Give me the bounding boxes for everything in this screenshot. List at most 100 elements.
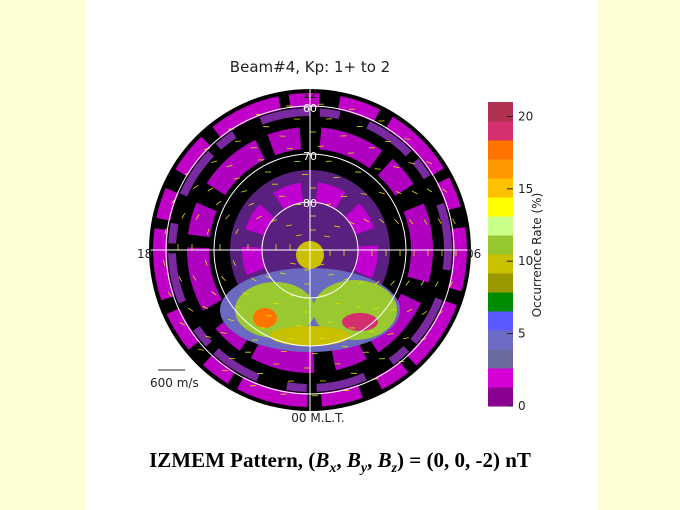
velocity-vector	[192, 184, 199, 189]
velocity-vector	[220, 331, 227, 334]
colorbar-tick-label: 15	[518, 182, 533, 196]
colorbar-bin	[488, 311, 513, 331]
velocity-vector	[178, 276, 183, 282]
velocity-vector	[387, 333, 394, 335]
velocity-vector	[256, 215, 262, 220]
colorbar-ticks: 0 5 10 15 20	[507, 109, 533, 413]
velocity-vector	[426, 161, 433, 165]
colorbar-bin	[488, 178, 513, 198]
velocity-vector	[406, 308, 413, 313]
velocity-vector	[452, 218, 456, 225]
lat-label-60: 60	[303, 102, 317, 115]
velocity-vector	[411, 190, 418, 195]
velocity-vector	[233, 177, 240, 180]
colorbar-bin	[488, 254, 513, 274]
velocity-vector	[221, 276, 226, 282]
velocity-vector	[354, 306, 361, 308]
velocity-vector	[242, 292, 249, 296]
colorbar-bin	[488, 368, 513, 388]
velocity-vector	[279, 272, 287, 275]
colorbar	[488, 102, 513, 407]
colorbar-bin	[488, 216, 513, 236]
colorbar-tick-label: 10	[518, 254, 533, 268]
mlt-label-06: 06	[466, 247, 481, 261]
chart-title: Beam#4, Kp: 1+ to 2	[230, 58, 390, 76]
velocity-vector	[393, 166, 400, 169]
subscript-y: y	[360, 461, 368, 477]
velocity-vector	[394, 218, 399, 224]
mlt-label-18: 18	[137, 247, 152, 261]
velocity-vector	[248, 202, 255, 206]
colorbar-bin	[488, 292, 513, 312]
colorbar-label: Occurrence Rate (%)	[530, 193, 544, 318]
velocity-vector	[295, 234, 302, 237]
subscript-x: x	[329, 461, 337, 477]
velocity-vector	[187, 307, 194, 312]
velocity-vector	[409, 219, 414, 225]
b-symbol-x: B	[315, 448, 330, 472]
velocity-vector	[207, 187, 214, 192]
velocity-vector	[379, 218, 385, 224]
velocity-vector	[192, 275, 197, 281]
velocity-vector	[211, 160, 218, 163]
velocity-vector	[225, 214, 230, 220]
velocity-vector	[226, 165, 233, 167]
colorbar-tick-label: 20	[518, 109, 533, 123]
velocity-vector	[374, 168, 381, 170]
velocity-vector	[390, 280, 395, 286]
velocity-vector	[423, 219, 428, 225]
colorbar-tick-label: 0	[518, 399, 526, 413]
colorbar-bin	[488, 273, 513, 293]
velocity-vector	[167, 291, 172, 297]
velocity-vector	[426, 188, 433, 193]
velocity-vector	[181, 213, 186, 219]
velocity-vector	[328, 273, 335, 276]
caption-prefix: IZMEM Pattern, (	[149, 448, 316, 472]
velocity-vector	[420, 280, 425, 286]
colorbar-bin	[488, 387, 513, 407]
velocity-vector	[211, 291, 217, 296]
b-symbol-y: B	[346, 448, 361, 472]
colorbar-bin	[488, 330, 513, 350]
colorbar-bin	[488, 197, 513, 217]
colorbar-bin	[488, 121, 513, 141]
colorbar-bin	[488, 102, 513, 122]
mlt-label-00: 00 M.L.T.	[291, 411, 344, 425]
velocity-vector	[358, 280, 364, 285]
velocity-vector	[206, 228, 210, 235]
velocity-vector	[343, 277, 349, 281]
velocity-vector	[285, 224, 292, 227]
dawn-peak	[342, 313, 378, 331]
velocity-vector	[390, 308, 397, 312]
velocity-vector	[405, 280, 410, 286]
velocity-vector	[205, 335, 212, 338]
velocity-vector	[163, 259, 166, 266]
velocity-vector	[333, 225, 341, 228]
colorbar-bin	[488, 140, 513, 160]
velocity-vector	[324, 235, 331, 238]
velocity-vector	[271, 219, 277, 223]
velocity-vector	[227, 319, 234, 322]
scale-bar-label: 600 m/s	[150, 376, 199, 390]
lat-label-80: 80	[303, 197, 317, 210]
velocity-vector	[421, 311, 428, 316]
velocity-vector	[179, 322, 186, 326]
velocity-vector	[202, 305, 209, 310]
velocity-vector	[368, 330, 375, 333]
velocity-vector	[235, 228, 239, 235]
velocity-vector	[250, 277, 257, 282]
velocity-vector	[289, 262, 296, 265]
velocity-vector	[449, 281, 453, 287]
polar-disk: 60 70 80	[149, 89, 471, 411]
velocity-vector	[363, 218, 370, 223]
colorbar-bin	[488, 235, 513, 255]
colorbar-bin	[488, 349, 513, 369]
slide-caption: IZMEM Pattern, (Bx, By, Bz) = (0, 0, -2)…	[149, 448, 531, 477]
latitude-grid	[149, 89, 471, 411]
velocity-vector	[235, 305, 242, 309]
velocity-vector	[204, 259, 208, 266]
velocity-vector	[374, 280, 380, 286]
velocity-vector	[434, 281, 439, 287]
velocity-vector	[265, 275, 272, 279]
